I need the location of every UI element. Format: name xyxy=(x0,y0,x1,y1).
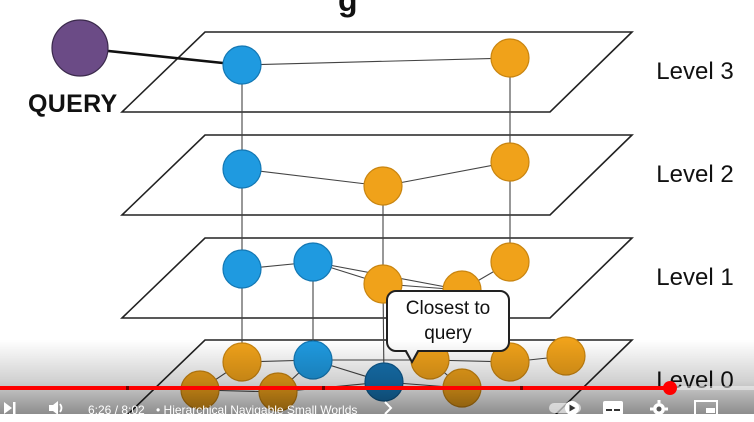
chapter-marker xyxy=(322,386,325,390)
time-display: 6:26 / 8:02 xyxy=(88,403,145,417)
progress-played xyxy=(0,386,670,390)
level-2-label: Level 2 xyxy=(656,161,734,188)
graph-edge xyxy=(382,161,511,187)
chapter-marker xyxy=(520,386,523,390)
graph-node xyxy=(490,38,530,78)
graph-edge xyxy=(241,57,511,66)
closest-to-query-callout: Closest to query xyxy=(386,290,510,352)
chevron-right-icon[interactable] xyxy=(382,400,394,420)
level-0-label: Level 0 xyxy=(656,367,734,394)
progress-scrubber-handle[interactable] xyxy=(662,381,677,395)
graph-node xyxy=(180,370,220,410)
graph-node-visited xyxy=(222,45,262,85)
callout-tail-fill xyxy=(406,349,418,360)
settings-icon[interactable] xyxy=(650,400,668,422)
subtitles-icon[interactable] xyxy=(602,400,624,420)
chapter-marker xyxy=(126,386,129,390)
graph-edge xyxy=(241,168,384,187)
graph-node-visited xyxy=(293,242,333,282)
volume-icon[interactable] xyxy=(48,400,66,420)
graph-node-visited xyxy=(222,249,262,289)
level-3-label: Level 3 xyxy=(656,58,734,85)
autoplay-toggle-icon[interactable] xyxy=(548,400,582,420)
graph-nodes xyxy=(51,19,586,412)
level-plane-3 xyxy=(120,31,634,113)
graph-node xyxy=(258,372,298,412)
title-fragment: g xyxy=(338,0,358,18)
next-icon[interactable] xyxy=(2,400,18,420)
miniplayer-icon[interactable] xyxy=(694,400,718,420)
query-node xyxy=(51,19,109,77)
graph-node-visited xyxy=(293,340,333,380)
progress-bar[interactable] xyxy=(0,381,754,395)
closest-node xyxy=(364,362,404,402)
video-chapter-title[interactable]: • Hierarchical Navigable Small Worlds xyxy=(156,403,358,417)
graph-node-visited xyxy=(222,149,262,189)
graph-node xyxy=(546,336,586,376)
graph-node xyxy=(490,242,530,282)
graph-node xyxy=(363,166,403,206)
graph-node xyxy=(490,142,530,182)
callout-line-1: Closest to xyxy=(405,298,491,319)
graph-node xyxy=(222,342,262,382)
graph-node xyxy=(490,342,530,382)
query-label: QUERY xyxy=(28,90,118,118)
callout-line-2: query xyxy=(424,323,472,344)
level-1-label: Level 1 xyxy=(656,264,734,291)
